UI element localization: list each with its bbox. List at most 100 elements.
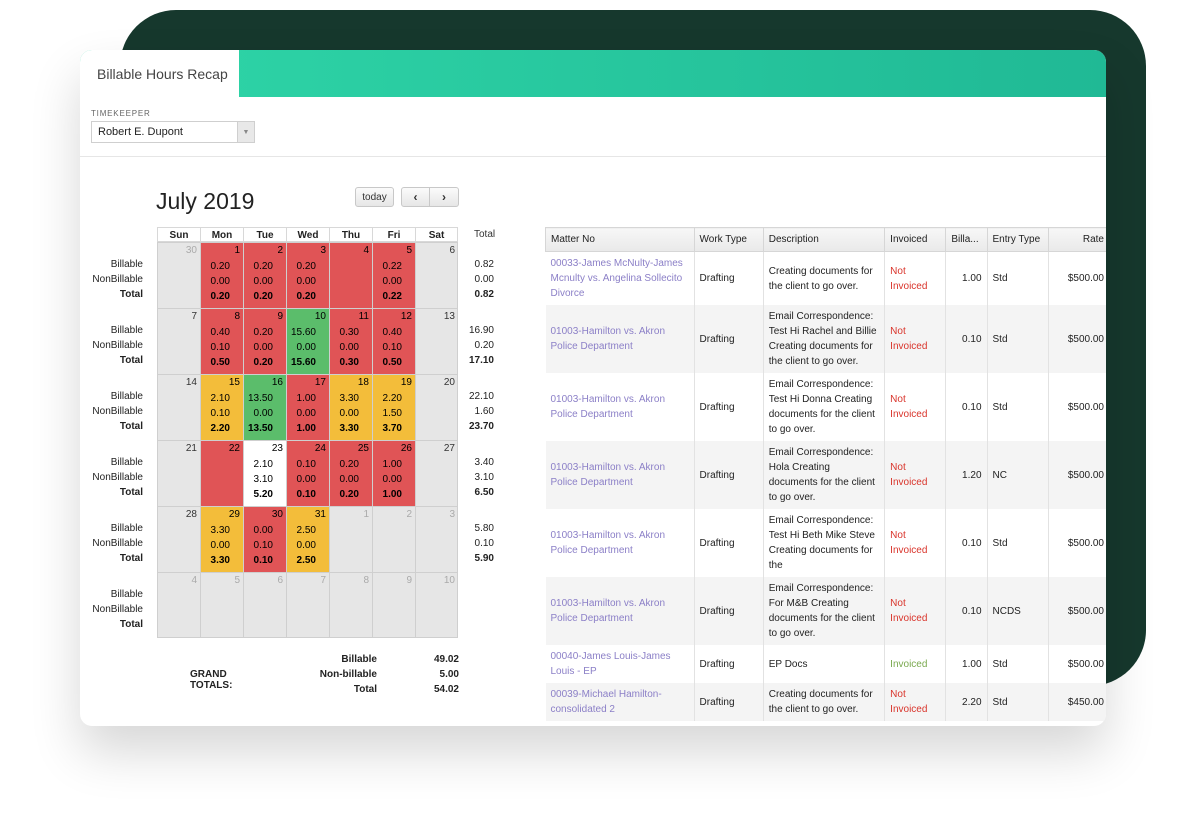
- calendar-day-cell[interactable]: 11 0.30 0.00 0.30: [329, 308, 372, 374]
- matter-link[interactable]: 01003-Hamilton vs. Akron Police Departme…: [545, 577, 695, 645]
- matter-link[interactable]: 00040-James Louis-James Louis - EP: [545, 645, 695, 683]
- calendar-day-cell[interactable]: 29 3.30 0.00 3.30: [200, 506, 243, 572]
- calendar-day-cell[interactable]: 9 0.20 0.00 0.20: [243, 308, 286, 374]
- calendar-day-cell[interactable]: 7: [286, 572, 329, 638]
- day-hours-value: 2.20: [210, 423, 230, 434]
- day-number: 10: [443, 575, 455, 586]
- calendar-day-cell[interactable]: 1 0.20 0.00 0.20: [200, 242, 243, 308]
- calendar-day-cell[interactable]: 28: [157, 506, 200, 572]
- table-row[interactable]: 00039-Michael Hamilton-consolidated 2 Dra…: [545, 683, 1106, 721]
- calendar-day-cell[interactable]: 5 0.22 0.00 0.22: [372, 242, 415, 308]
- day-hours-value: 13.50: [247, 393, 273, 404]
- day-hours-value: 0.20: [253, 261, 273, 272]
- timekeeper-select[interactable]: Robert E. Dupont ▼: [91, 121, 255, 143]
- week-totals: 5.80 0.10 5.90: [464, 521, 494, 566]
- table-row[interactable]: 01003-Hamilton vs. Akron Police Departme…: [545, 305, 1106, 373]
- entry-type-cell: Std: [987, 509, 1049, 577]
- calendar-day-cell[interactable]: 15 2.10 0.10 2.20: [200, 374, 243, 440]
- day-hours-value: 0.10: [253, 540, 273, 551]
- matter-link[interactable]: 01003-Hamilton vs. Akron Police Departme…: [545, 509, 695, 577]
- column-header-entry-type[interactable]: Entry Type: [986, 227, 1049, 252]
- column-header-description[interactable]: Description: [762, 227, 886, 252]
- matter-link[interactable]: 00033-James McNulty-James Mcnulty vs. An…: [545, 251, 695, 305]
- calendar-day-cell[interactable]: 12 0.40 0.10 0.50: [372, 308, 415, 374]
- calendar-day-cell[interactable]: 4: [157, 572, 200, 638]
- calendar-day-cell[interactable]: 21: [157, 440, 200, 506]
- calendar-day-cell[interactable]: 18 3.30 0.00 3.30: [329, 374, 372, 440]
- calendar-day-cell[interactable]: 13: [415, 308, 458, 374]
- calendar-day-cell[interactable]: 30: [157, 242, 200, 308]
- today-button[interactable]: today: [355, 187, 394, 207]
- next-month-button[interactable]: ›: [429, 187, 459, 207]
- table-row[interactable]: 01003-Hamilton vs. Akron Police Departme…: [545, 509, 1106, 577]
- calendar-day-cell[interactable]: 4: [329, 242, 372, 308]
- calendar-day-cell[interactable]: 5: [200, 572, 243, 638]
- calendar-day-cell[interactable]: 20: [415, 374, 458, 440]
- column-header-matter-no[interactable]: Matter No: [545, 227, 695, 252]
- day-hours-value: 0.00: [339, 408, 359, 419]
- rate-cell: $450.00: [1048, 683, 1106, 721]
- chevron-down-icon[interactable]: ▼: [237, 122, 254, 142]
- day-hours-value: 0.00: [296, 276, 316, 287]
- day-number: 9: [277, 311, 283, 322]
- calendar-day-cell[interactable]: 2: [372, 506, 415, 572]
- calendar-day-cell[interactable]: 25 0.20 0.00 0.20: [329, 440, 372, 506]
- day-hours-value: 0.00: [253, 276, 273, 287]
- column-header-billable[interactable]: Billa...: [945, 227, 988, 252]
- calendar-day-cell[interactable]: 24 0.10 0.00 0.10: [286, 440, 329, 506]
- calendar-day-cell[interactable]: 1: [329, 506, 372, 572]
- prev-month-button[interactable]: ‹: [401, 187, 430, 207]
- calendar-day-cell[interactable]: 19 2.20 1.50 3.70: [372, 374, 415, 440]
- calendar-day-cell[interactable]: 2 0.20 0.00 0.20: [243, 242, 286, 308]
- day-hours-value: 0.10: [382, 342, 402, 353]
- table-row[interactable]: 01003-Hamilton vs. Akron Police Departme…: [545, 577, 1106, 645]
- day-hours-value: 0.10: [296, 459, 316, 470]
- calendar-day-cell[interactable]: 22: [200, 440, 243, 506]
- calendar-day-cell[interactable]: 8: [329, 572, 372, 638]
- table-row[interactable]: 01003-Hamilton vs. Akron Police Departme…: [545, 373, 1106, 441]
- day-number: 5: [234, 575, 240, 586]
- calendar-day-cell[interactable]: 31 2.50 0.00 2.50: [286, 506, 329, 572]
- column-header-rate[interactable]: Rate: [1047, 227, 1106, 252]
- column-header-work-type[interactable]: Work Type: [693, 227, 764, 252]
- day-hours-value: 5.20: [253, 489, 273, 500]
- calendar-day-cell[interactable]: 3: [415, 506, 458, 572]
- time-entries-table: Matter No Work Type Description Invoiced…: [545, 227, 1106, 721]
- matter-link[interactable]: 01003-Hamilton vs. Akron Police Departme…: [545, 373, 695, 441]
- calendar-day-cell[interactable]: 6: [243, 572, 286, 638]
- calendar-day-cell[interactable]: 27: [415, 440, 458, 506]
- matter-link[interactable]: 00039-Michael Hamilton-consolidated 2: [545, 683, 695, 721]
- calendar-day-cell[interactable]: 9: [372, 572, 415, 638]
- day-hours-value: 0.00: [210, 276, 230, 287]
- matter-link[interactable]: 01003-Hamilton vs. Akron Police Departme…: [545, 441, 695, 509]
- table-row[interactable]: 00033-James McNulty-James Mcnulty vs. An…: [545, 251, 1106, 305]
- billable-hours-cell: 0.10: [945, 509, 988, 577]
- calendar-day-cell[interactable]: 10 15.60 0.00 15.60: [286, 308, 329, 374]
- column-header-invoiced[interactable]: Invoiced: [884, 227, 947, 252]
- total-label: Total: [119, 355, 143, 366]
- calendar-day-cell[interactable]: 6: [415, 242, 458, 308]
- day-hours-value: 0.20: [210, 261, 230, 272]
- day-number: 14: [185, 377, 197, 388]
- week-billable-total: 16.90: [468, 325, 494, 336]
- description-cell: EP Docs: [763, 645, 886, 683]
- calendar-day-cell[interactable]: 26 1.00 0.00 1.00: [372, 440, 415, 506]
- calendar-day-cell[interactable]: 30 0.00 0.10 0.10: [243, 506, 286, 572]
- calendar-day-cell[interactable]: 7: [157, 308, 200, 374]
- calendar-day-cell[interactable]: 17 1.00 0.00 1.00: [286, 374, 329, 440]
- matter-link[interactable]: 01003-Hamilton vs. Akron Police Departme…: [545, 305, 695, 373]
- total-label: Total: [119, 421, 143, 432]
- calendar-day-cell[interactable]: 23 2.10 3.10 5.20: [243, 440, 286, 506]
- calendar-day-cell[interactable]: 8 0.40 0.10 0.50: [200, 308, 243, 374]
- day-hours-value: 0.50: [382, 357, 402, 368]
- grand-nonbillable-label: Non-billable: [319, 669, 377, 680]
- tab-billable-hours-recap[interactable]: Billable Hours Recap: [80, 50, 239, 98]
- nonbillable-label: NonBillable: [92, 340, 143, 351]
- calendar-day-cell[interactable]: 10: [415, 572, 458, 638]
- table-row[interactable]: 00040-James Louis-James Louis - EP Drafti…: [545, 645, 1106, 683]
- table-row[interactable]: 01003-Hamilton vs. Akron Police Departme…: [545, 441, 1106, 509]
- calendar-day-cell[interactable]: 14: [157, 374, 200, 440]
- calendar-day-cell[interactable]: 3 0.20 0.00 0.20: [286, 242, 329, 308]
- invoiced-status: Not Invoiced: [884, 305, 947, 373]
- calendar-day-cell[interactable]: 16 13.50 0.00 13.50: [243, 374, 286, 440]
